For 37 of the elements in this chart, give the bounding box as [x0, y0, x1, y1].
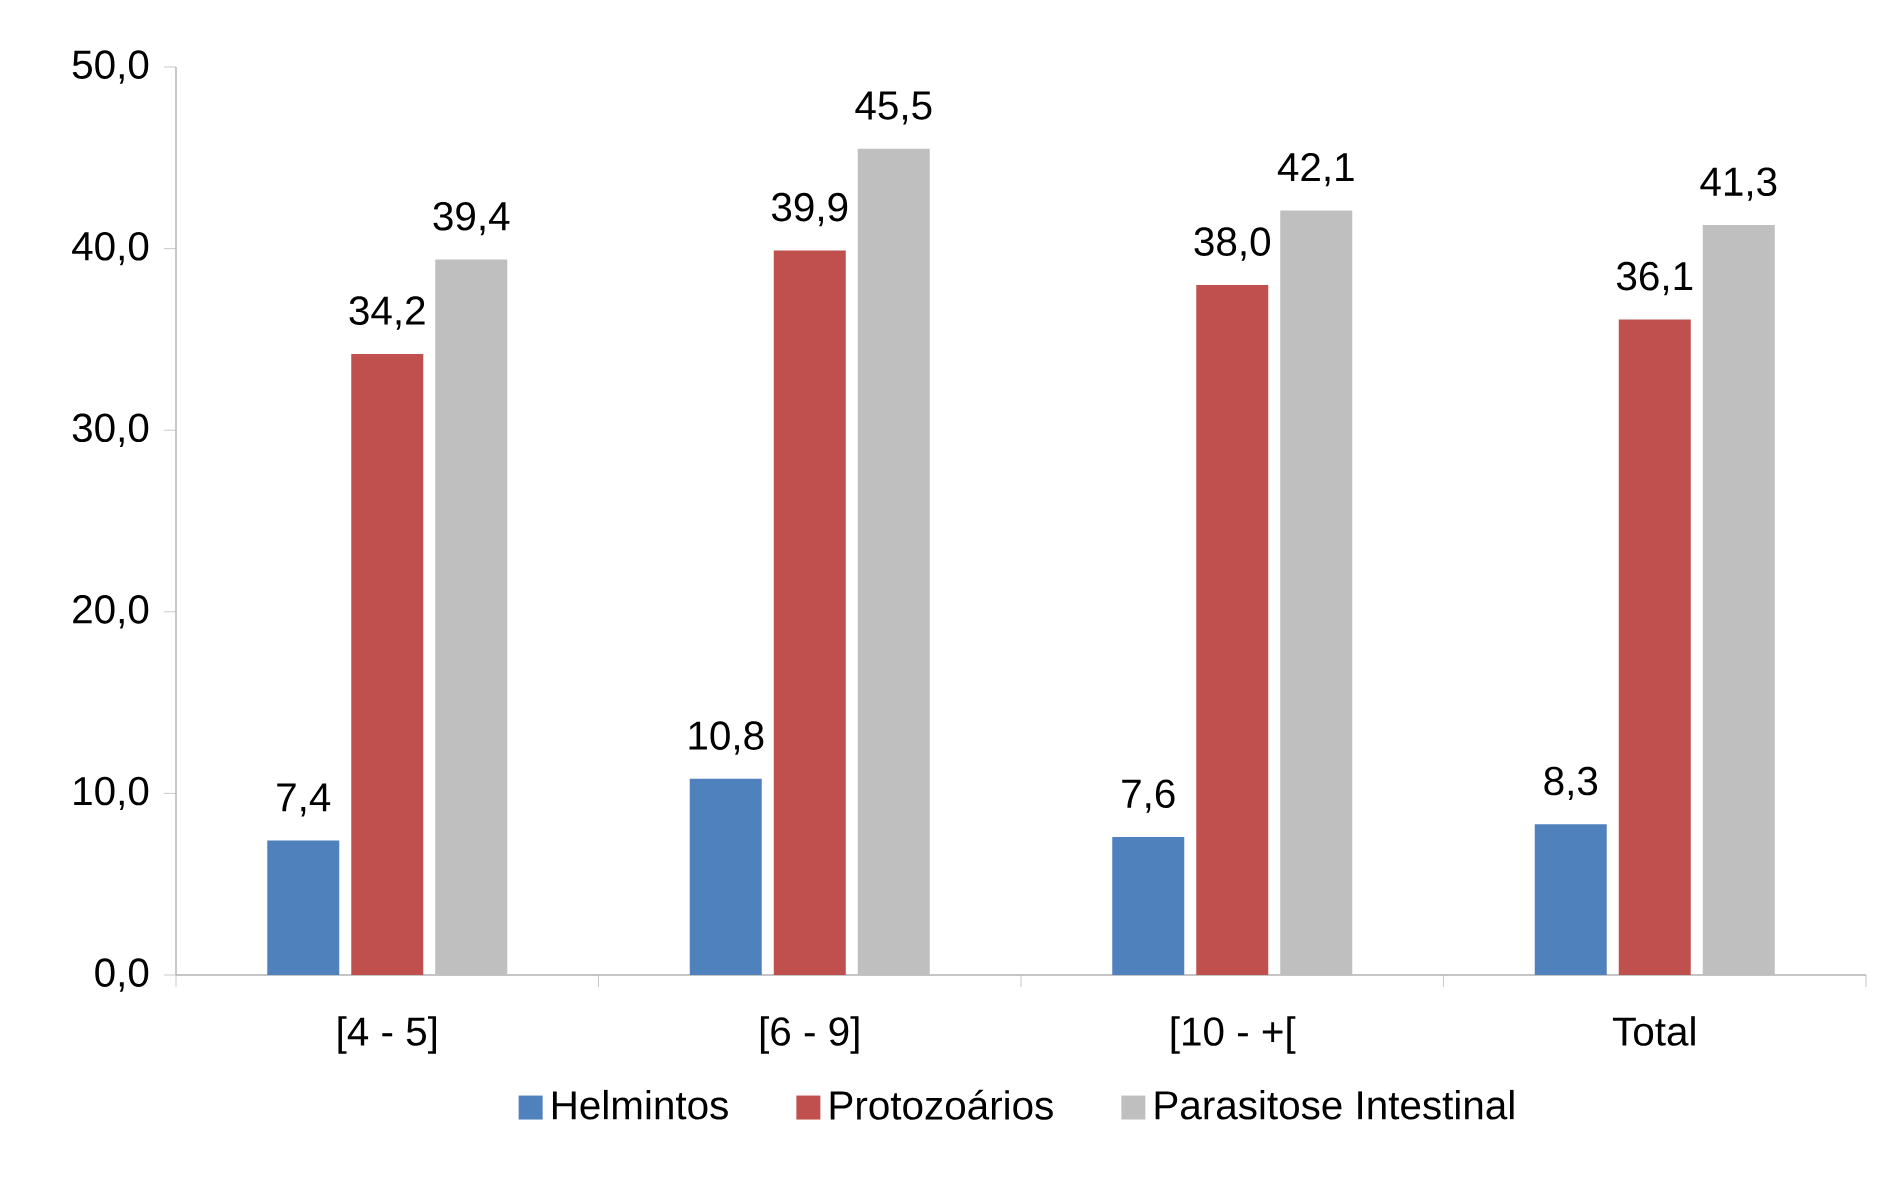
- data-label: 42,1: [1277, 152, 1354, 187]
- data-label: 38,0: [1194, 227, 1270, 261]
- data-label: 39,4: [433, 201, 510, 236]
- bar: [689, 778, 762, 975]
- y-tick-label: 50,0: [72, 50, 149, 84]
- x-tick-label: Total: [1612, 1016, 1695, 1046]
- legend-label: Protozoários: [830, 1089, 1053, 1120]
- y-tick-label: 30,0: [72, 413, 149, 447]
- bar: [1280, 210, 1353, 975]
- bar: [857, 148, 930, 975]
- legend-label: Parasitose Intestinal: [1155, 1089, 1514, 1120]
- data-label: 7,4: [277, 783, 331, 817]
- x-tick-label: [6 - 9]: [760, 1016, 859, 1054]
- y-tick-label: 10,0: [74, 776, 149, 811]
- bar: [1196, 284, 1269, 975]
- x-tick-label: [4 - 5]: [338, 1016, 436, 1054]
- data-label: 7,6: [1122, 779, 1175, 813]
- data-label: 45,5: [855, 91, 932, 125]
- bar: [351, 353, 424, 975]
- data-label: 10,8: [689, 721, 764, 755]
- data-label: 8,3: [1544, 766, 1598, 801]
- bar: [1702, 224, 1775, 975]
- bar: [435, 259, 508, 975]
- bar: [1534, 824, 1607, 975]
- data-label: 34,2: [349, 296, 425, 330]
- bar: [1618, 319, 1691, 975]
- data-label: 36,1: [1616, 261, 1693, 296]
- bar: [773, 250, 846, 975]
- legend-label: Helmintos: [552, 1089, 728, 1120]
- bar: [267, 840, 340, 975]
- data-label: 41,3: [1700, 167, 1777, 201]
- y-tick-label: 20,0: [73, 595, 149, 629]
- x-tick-label: [10 - +[: [1171, 1016, 1296, 1054]
- data-label: 39,9: [771, 192, 848, 227]
- y-tick-label: 40,0: [72, 231, 149, 266]
- bar: [1112, 836, 1185, 975]
- y-tick-label: 0,0: [95, 958, 149, 992]
